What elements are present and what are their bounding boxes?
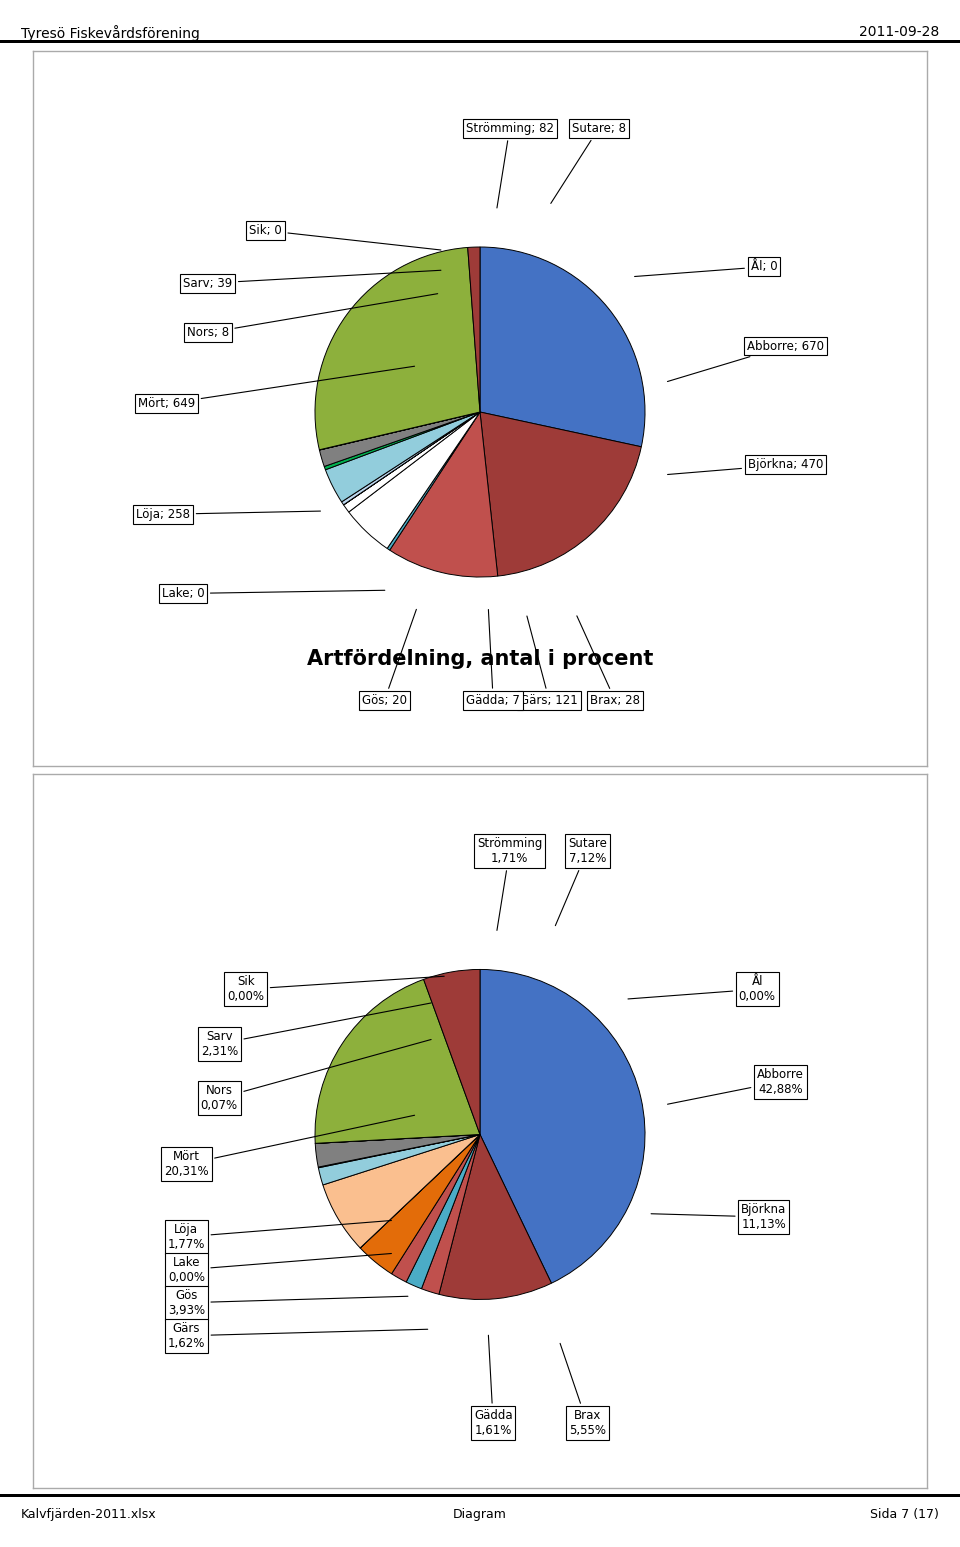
Wedge shape: [323, 1134, 480, 1248]
Text: Gädda; 7: Gädda; 7: [467, 610, 520, 707]
Wedge shape: [320, 412, 480, 450]
Text: Nors; 8: Nors; 8: [186, 294, 438, 339]
Wedge shape: [387, 412, 480, 551]
Wedge shape: [320, 412, 480, 450]
Text: Sutare; 8: Sutare; 8: [551, 122, 626, 203]
Wedge shape: [390, 412, 497, 577]
Wedge shape: [480, 412, 641, 575]
Text: Brax; 28: Brax; 28: [577, 616, 640, 707]
Wedge shape: [480, 970, 645, 1282]
Wedge shape: [480, 248, 645, 447]
Wedge shape: [421, 1134, 480, 1295]
Text: Sarv
2,31%: Sarv 2,31%: [201, 1002, 431, 1058]
Wedge shape: [360, 1134, 480, 1248]
Wedge shape: [406, 1134, 480, 1289]
Text: Björkna; 470: Björkna; 470: [667, 458, 823, 475]
Text: Gös
3,93%: Gös 3,93%: [168, 1289, 408, 1316]
Wedge shape: [315, 1134, 480, 1143]
Text: Nors
0,07%: Nors 0,07%: [201, 1040, 431, 1112]
Text: Sik
0,00%: Sik 0,00%: [228, 975, 444, 1004]
Title: Artfördelning, antal i procent: Artfördelning, antal i procent: [307, 648, 653, 668]
Text: Sida 7 (17): Sida 7 (17): [870, 1508, 939, 1521]
Text: Sik; 0: Sik; 0: [249, 224, 441, 251]
Text: Gärs; 121: Gärs; 121: [520, 616, 578, 707]
Wedge shape: [324, 412, 480, 470]
Text: Brax
5,55%: Brax 5,55%: [560, 1343, 606, 1437]
Text: Löja; 258: Löja; 258: [136, 507, 321, 521]
Wedge shape: [315, 1134, 480, 1143]
Wedge shape: [468, 248, 480, 412]
Text: Löja
1,77%: Löja 1,77%: [168, 1221, 392, 1252]
Text: Sutare
7,12%: Sutare 7,12%: [555, 837, 607, 925]
Wedge shape: [342, 412, 480, 504]
Wedge shape: [315, 979, 480, 1143]
Text: Diagram: Diagram: [453, 1508, 507, 1521]
Text: Ål; 0: Ål; 0: [635, 260, 778, 277]
Text: Gös; 20: Gös; 20: [362, 610, 417, 707]
Text: Tyresö Fiskevårdsförening: Tyresö Fiskevårdsförening: [21, 25, 200, 40]
Wedge shape: [325, 412, 480, 501]
Text: Lake; 0: Lake; 0: [161, 586, 385, 600]
Wedge shape: [320, 412, 480, 467]
Text: Gädda
1,61%: Gädda 1,61%: [474, 1335, 513, 1437]
Text: Mört
20,31%: Mört 20,31%: [164, 1115, 415, 1179]
Wedge shape: [315, 1134, 480, 1166]
Text: Abborre
42,88%: Abborre 42,88%: [667, 1067, 804, 1105]
Text: Gärs
1,62%: Gärs 1,62%: [168, 1321, 428, 1351]
Text: Abborre; 670: Abborre; 670: [667, 339, 824, 382]
Text: 2011-09-28: 2011-09-28: [858, 25, 939, 39]
Wedge shape: [423, 970, 480, 1134]
Text: Björkna
11,13%: Björkna 11,13%: [651, 1204, 786, 1231]
Wedge shape: [348, 412, 480, 549]
Wedge shape: [439, 1134, 551, 1299]
Text: Strömming
1,71%: Strömming 1,71%: [477, 837, 542, 930]
Wedge shape: [392, 1134, 480, 1282]
Wedge shape: [319, 1134, 480, 1185]
Text: Sarv; 39: Sarv; 39: [183, 271, 441, 289]
Wedge shape: [360, 1134, 480, 1273]
Text: Lake
0,00%: Lake 0,00%: [168, 1253, 392, 1284]
Text: Mört; 649: Mört; 649: [138, 367, 415, 410]
Text: Ål
0,00%: Ål 0,00%: [628, 975, 776, 1004]
Text: Kalvfjärden-2011.xlsx: Kalvfjärden-2011.xlsx: [21, 1508, 156, 1521]
Text: Strömming; 82: Strömming; 82: [466, 122, 554, 207]
Wedge shape: [344, 412, 480, 504]
Wedge shape: [315, 248, 480, 450]
Wedge shape: [319, 1134, 480, 1168]
Wedge shape: [344, 412, 480, 512]
